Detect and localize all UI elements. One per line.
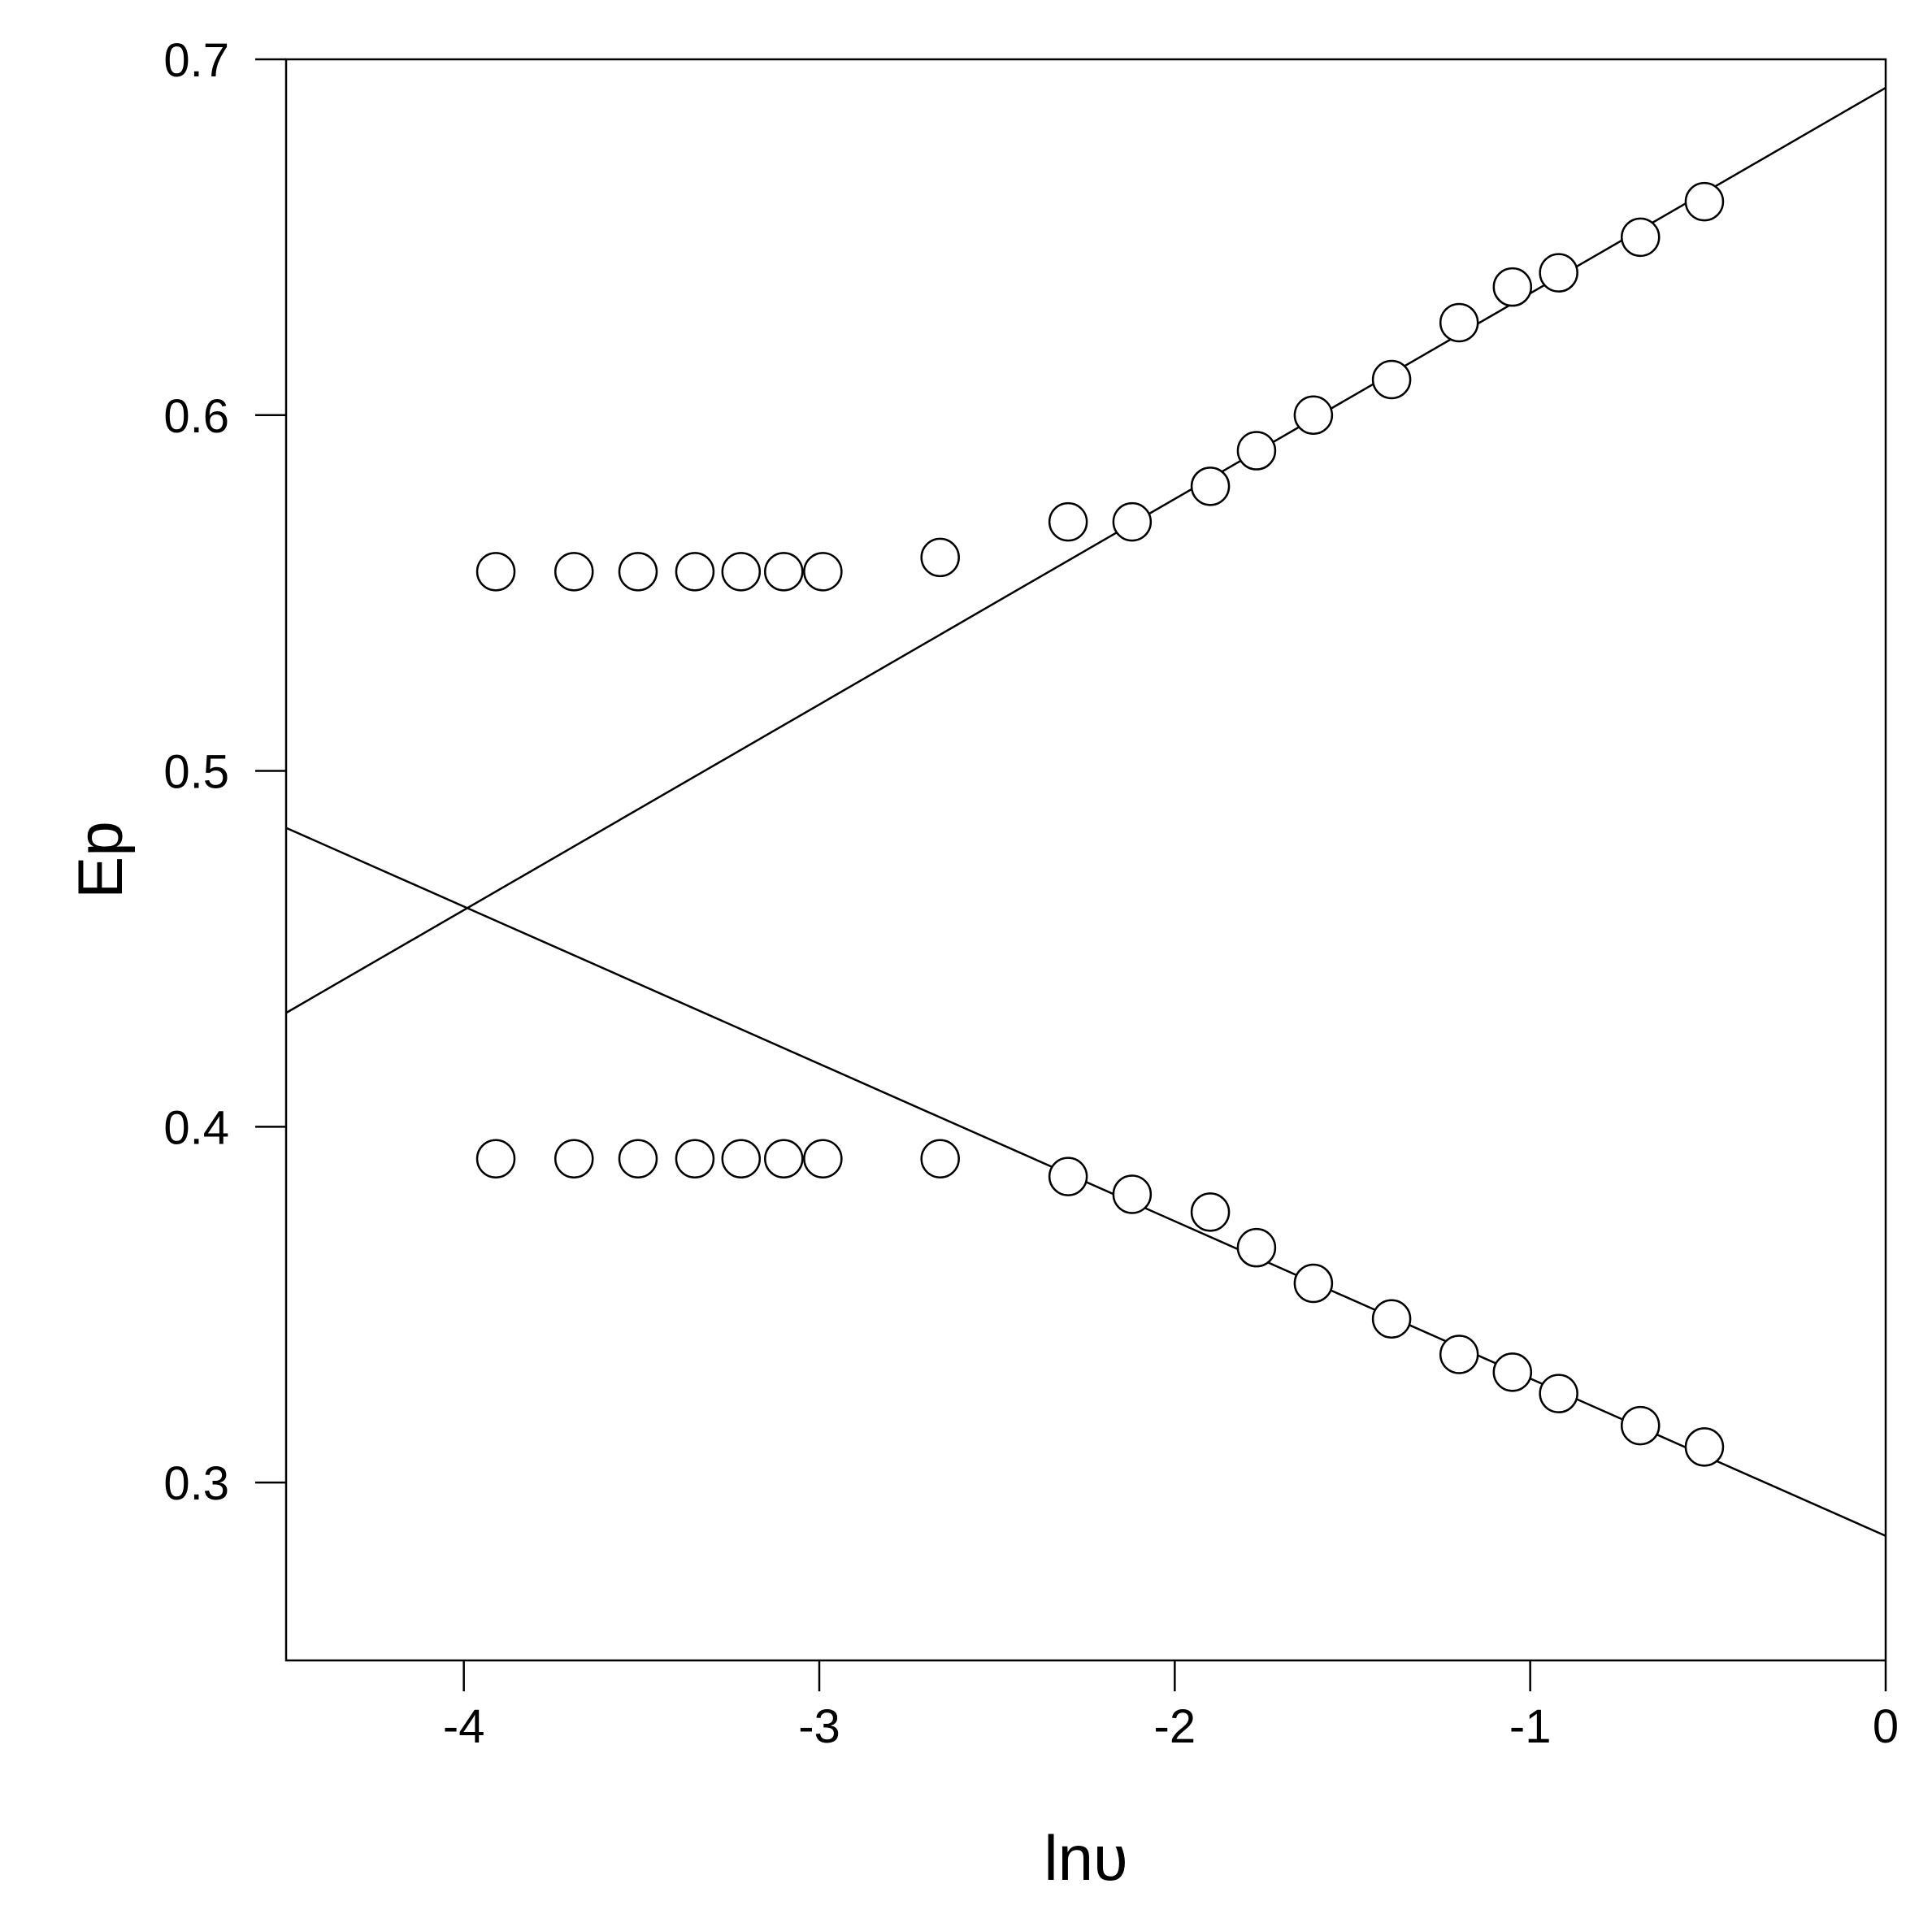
data-point-series-1 [1439, 302, 1479, 343]
data-point-series-2 [1492, 1352, 1533, 1392]
data-point-series-2 [764, 1139, 804, 1178]
axis-ticks [255, 58, 1887, 1691]
data-point-series-1 [675, 552, 715, 592]
data-point-series-1 [1190, 467, 1231, 506]
x-tick-label: 0 [1873, 1700, 1899, 1753]
data-point-series-1 [721, 552, 762, 592]
data-point-series-1 [1048, 501, 1088, 542]
x-tick-label: -1 [1509, 1700, 1552, 1753]
y-axis-title: Ep [64, 821, 136, 898]
data-point-series-1 [1236, 431, 1277, 471]
data-point-series-1 [554, 552, 594, 592]
x-tick-label: -3 [798, 1700, 840, 1753]
y-tick-label: 0.7 [163, 34, 229, 87]
data-point-series-2 [1371, 1299, 1412, 1339]
data-point-series-2 [721, 1139, 762, 1178]
data-point-series-1 [803, 552, 843, 592]
data-point-series-2 [1112, 1174, 1153, 1214]
x-tick-label: -4 [443, 1700, 485, 1753]
data-point-series-1 [1620, 217, 1661, 258]
data-point-series-1 [1371, 359, 1412, 400]
data-point-series-2 [1048, 1157, 1088, 1196]
plot-frame [284, 58, 1887, 1662]
tick-labels: -4 -3 -2 -1 0 0.3 0.4 0.5 0.6 0.7 [163, 34, 1899, 1753]
data-point-series-2 [1439, 1335, 1479, 1374]
data-point-series-1 [1293, 395, 1334, 436]
data-point-series-2 [1236, 1227, 1277, 1268]
data-point-series-2 [1684, 1427, 1725, 1467]
data-point-series-1 [1684, 181, 1725, 222]
data-point-series-1 [920, 537, 960, 578]
data-point-series-2 [1620, 1405, 1661, 1446]
data-point-series-2 [675, 1139, 715, 1178]
data-point-series-2 [475, 1139, 516, 1178]
data-point-series-2 [554, 1139, 594, 1178]
data-points [475, 181, 1725, 1467]
y-tick-label: 0.5 [163, 746, 229, 799]
data-point-series-2 [920, 1139, 960, 1178]
data-point-series-2 [803, 1139, 843, 1178]
fit-line-1 [285, 86, 1886, 1014]
y-tick-label: 0.6 [163, 390, 229, 443]
data-point-series-1 [1539, 253, 1578, 293]
x-tick-label: -2 [1154, 1700, 1196, 1753]
fit-lines [285, 86, 1886, 1537]
data-point-series-2 [1293, 1263, 1334, 1304]
data-point-series-2 [618, 1139, 658, 1178]
x-axis-title: lnυ [1044, 1822, 1127, 1894]
y-tick-label: 0.4 [163, 1101, 229, 1154]
data-point-series-1 [475, 552, 516, 592]
y-tick-label: 0.3 [163, 1457, 229, 1510]
data-point-series-2 [1190, 1192, 1231, 1232]
data-point-series-1 [1112, 501, 1153, 542]
data-point-series-1 [618, 552, 658, 592]
data-point-series-1 [764, 552, 804, 592]
data-point-series-2 [1539, 1374, 1578, 1413]
data-point-series-1 [1492, 267, 1533, 307]
